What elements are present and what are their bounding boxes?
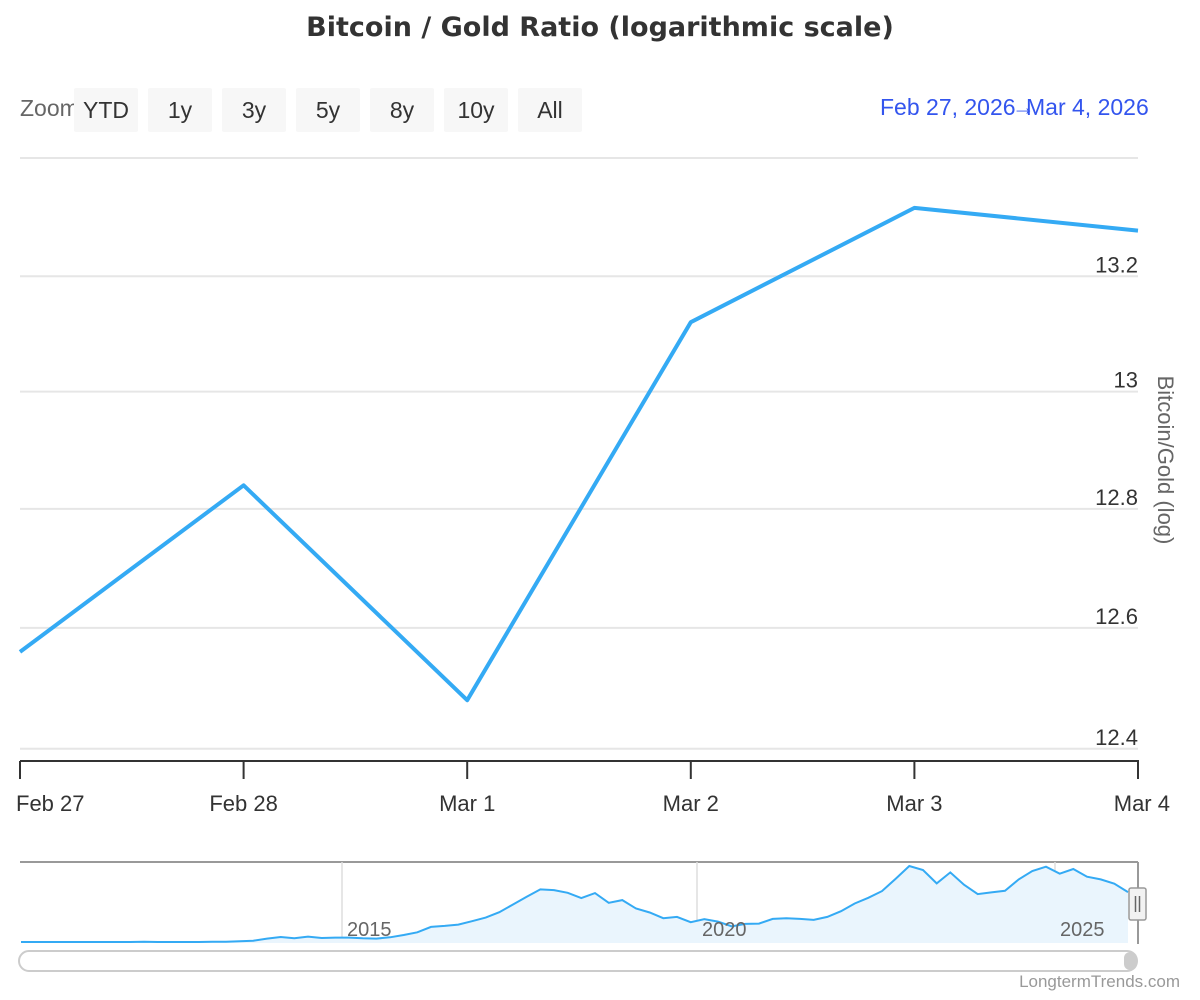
x-tick-label: Mar 2 (663, 791, 719, 816)
range-from-input[interactable]: Feb 27, 2026 (880, 94, 1016, 120)
data-point[interactable] (681, 312, 701, 332)
x-tick-label: Mar 1 (439, 791, 495, 816)
zoom-label: Zoom (20, 95, 76, 121)
range-separator: → (1012, 94, 1035, 120)
zoom-ytd-button[interactable]: YTD (74, 88, 138, 132)
zoom-8y-button[interactable]: 8y (370, 88, 434, 132)
zoom-all-button[interactable]: All (518, 88, 582, 132)
x-tick-label: Mar 4 (1114, 791, 1170, 816)
credit-link[interactable]: LongtermTrends.com (1019, 972, 1180, 991)
navigator-series-line (21, 864, 1129, 943)
y-tick-label: 12.6 (1095, 604, 1138, 629)
y-tick-label: 12.4 (1095, 725, 1138, 750)
data-point[interactable] (457, 690, 477, 710)
data-point[interactable] (234, 475, 254, 495)
navigator-handle[interactable] (1128, 887, 1147, 921)
y-tick-label: 13.2 (1095, 252, 1138, 277)
y-tick-label: 13 (1114, 368, 1138, 393)
x-tick-label: Feb 27 (16, 791, 85, 816)
zoom-10y-button[interactable]: 10y (444, 88, 508, 132)
scrollbar-thumb[interactable] (1124, 952, 1137, 970)
data-point[interactable] (1128, 221, 1148, 241)
chart-title: Bitcoin / Gold Ratio (logarithmic scale) (306, 12, 894, 43)
range-to-input[interactable]: Mar 4, 2026 (1026, 94, 1149, 120)
navigator-year-label: 2015 (347, 919, 392, 941)
y-axis-label: Bitcoin/Gold (log) (1153, 376, 1178, 545)
y-tick-label: 12.8 (1095, 485, 1138, 510)
zoom-3y-button[interactable]: 3y (222, 88, 286, 132)
data-point[interactable] (10, 642, 30, 662)
series-line (18, 205, 1139, 703)
zoom-1y-button[interactable]: 1y (148, 88, 212, 132)
x-tick-label: Mar 3 (886, 791, 942, 816)
navigator-series-area (21, 866, 1128, 943)
navigator-year-label: 2020 (702, 919, 747, 941)
navigator-year-label: 2025 (1060, 919, 1105, 941)
zoom-5y-button[interactable]: 5y (296, 88, 360, 132)
scrollbar-track[interactable] (18, 950, 1138, 972)
data-point[interactable] (904, 198, 924, 218)
x-tick-label: Feb 28 (209, 791, 278, 816)
